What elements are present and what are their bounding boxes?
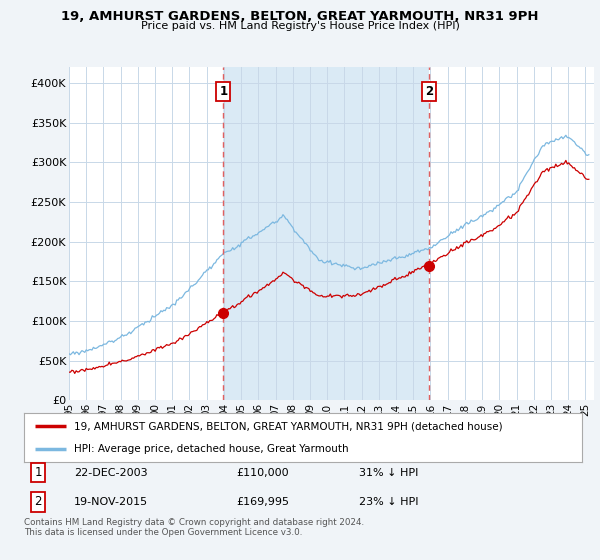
Text: 22-DEC-2003: 22-DEC-2003 xyxy=(74,468,148,478)
Text: 1: 1 xyxy=(34,466,42,479)
Text: 19, AMHURST GARDENS, BELTON, GREAT YARMOUTH, NR31 9PH (detached house): 19, AMHURST GARDENS, BELTON, GREAT YARMO… xyxy=(74,421,503,431)
Text: 19-NOV-2015: 19-NOV-2015 xyxy=(74,497,148,507)
Text: Contains HM Land Registry data © Crown copyright and database right 2024.
This d: Contains HM Land Registry data © Crown c… xyxy=(24,518,364,538)
Text: HPI: Average price, detached house, Great Yarmouth: HPI: Average price, detached house, Grea… xyxy=(74,444,349,454)
Text: 1: 1 xyxy=(220,85,227,97)
Text: 2: 2 xyxy=(34,496,42,508)
Text: 2: 2 xyxy=(425,85,433,97)
Text: 23% ↓ HPI: 23% ↓ HPI xyxy=(359,497,418,507)
Text: 31% ↓ HPI: 31% ↓ HPI xyxy=(359,468,418,478)
Text: £169,995: £169,995 xyxy=(236,497,289,507)
Text: £110,000: £110,000 xyxy=(236,468,289,478)
Text: 19, AMHURST GARDENS, BELTON, GREAT YARMOUTH, NR31 9PH: 19, AMHURST GARDENS, BELTON, GREAT YARMO… xyxy=(61,10,539,23)
Text: Price paid vs. HM Land Registry's House Price Index (HPI): Price paid vs. HM Land Registry's House … xyxy=(140,21,460,31)
Bar xyxy=(223,67,429,400)
